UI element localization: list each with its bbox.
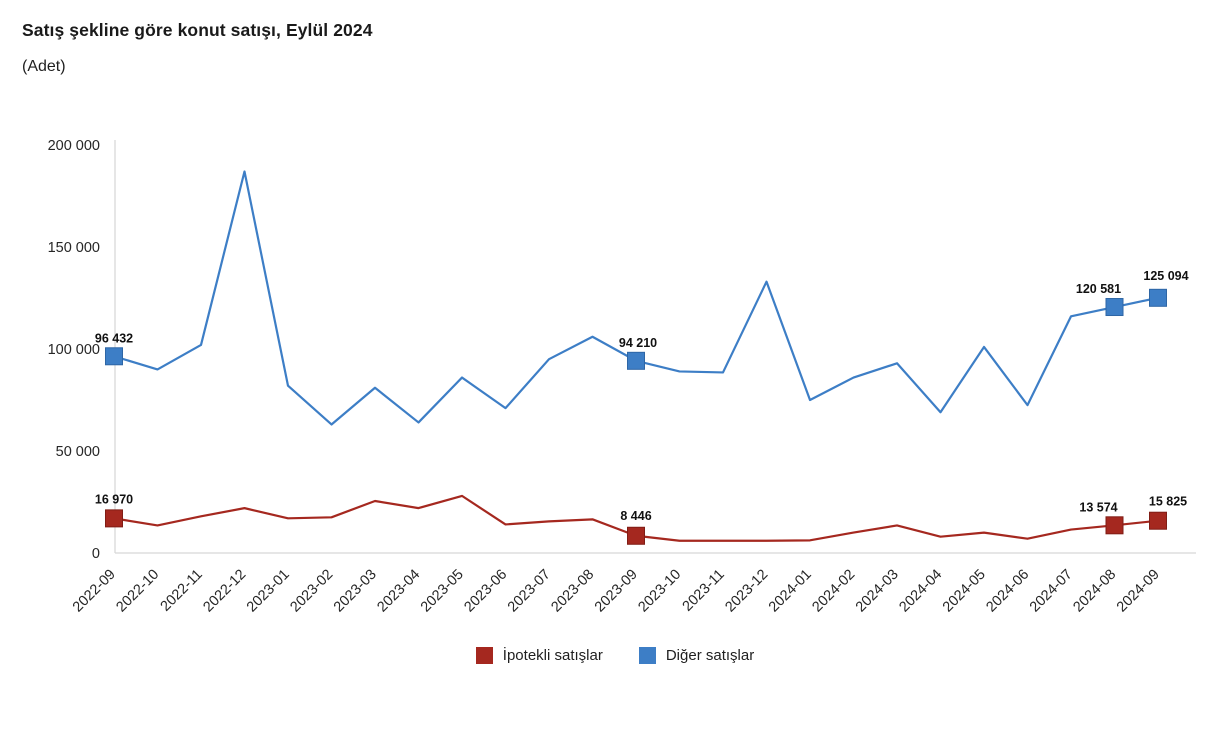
x-tick-label: 2023-12: [722, 567, 771, 616]
legend-swatch-red-icon: [475, 647, 493, 664]
y-tick-label: 100 000: [48, 342, 100, 358]
data-point-marker: [1105, 516, 1124, 535]
x-tick-label: 2022-10: [113, 567, 162, 616]
x-tick-label: 2023-04: [374, 567, 423, 616]
y-tick-label: 0: [92, 546, 100, 562]
data-point-marker: [105, 509, 123, 528]
x-tick-label: 2023-10: [635, 567, 684, 616]
x-tick-label: 2024-04: [896, 567, 945, 616]
x-tick-label: 2022-12: [200, 567, 249, 616]
x-tick-label: 2024-09: [1114, 567, 1163, 616]
series-line-diger: [113, 170, 1159, 426]
x-tick-label: 2024-03: [853, 567, 902, 616]
data-point-label: 13 574: [1079, 500, 1117, 514]
data-point-marker: [627, 351, 645, 370]
data-point-marker: [1105, 298, 1124, 317]
legend-swatch-blue-icon: [638, 647, 656, 664]
x-tick-label: 2023-06: [461, 567, 510, 616]
x-tick-label: 2023-01: [244, 567, 293, 616]
x-tick-label: 2024-05: [940, 567, 989, 616]
x-tick-label: 2024-08: [1070, 567, 1119, 616]
x-tick-label: 2022-11: [158, 567, 206, 615]
x-tick-label: 2024-07: [1027, 567, 1076, 616]
x-tick-label: 2024-01: [766, 567, 815, 616]
x-tick-label: 2022-09: [70, 567, 119, 616]
data-point-marker: [1149, 511, 1167, 530]
data-point-label: 94 210: [619, 336, 657, 350]
data-point-marker: [627, 526, 645, 545]
data-point-label: 120 581: [1076, 282, 1121, 296]
data-point-marker: [105, 347, 123, 366]
data-point-label: 96 432: [95, 331, 133, 345]
data-point-label: 8 446: [620, 509, 651, 523]
x-tick-label: 2023-02: [287, 567, 336, 616]
legend-label-ipotekli: İpotekli satışlar: [502, 647, 603, 664]
x-tick-label: 2023-11: [680, 567, 728, 615]
x-tick-label: 2023-07: [505, 567, 554, 616]
x-tick-label: 2023-05: [418, 567, 467, 616]
y-tick-label: 50 000: [56, 444, 100, 460]
data-point-label: 16 970: [95, 492, 133, 506]
chart-title: Satış şekline göre konut satışı, Eylül 2…: [22, 20, 373, 40]
chart-legend: İpotekli satışlar Diğer satışlar: [0, 647, 1230, 664]
legend-item-diger: Diğer satışlar: [638, 647, 755, 664]
data-point-marker: [1149, 288, 1167, 307]
x-tick-label: 2023-03: [331, 567, 380, 616]
y-tick-label: 200 000: [48, 138, 100, 154]
data-point-label: 15 825: [1149, 495, 1187, 509]
legend-label-diger: Diğer satışlar: [665, 647, 755, 664]
legend-item-ipotekli: İpotekli satışlar: [475, 647, 603, 664]
y-tick-label: 150 000: [48, 240, 100, 256]
x-tick-label: 2024-06: [983, 567, 1032, 616]
chart-subtitle: (Adet): [22, 58, 66, 75]
x-tick-label: 2023-09: [592, 567, 641, 616]
data-point-label: 125 094: [1143, 269, 1188, 283]
x-tick-label: 2024-02: [809, 567, 858, 616]
x-tick-label: 2023-08: [548, 567, 597, 616]
